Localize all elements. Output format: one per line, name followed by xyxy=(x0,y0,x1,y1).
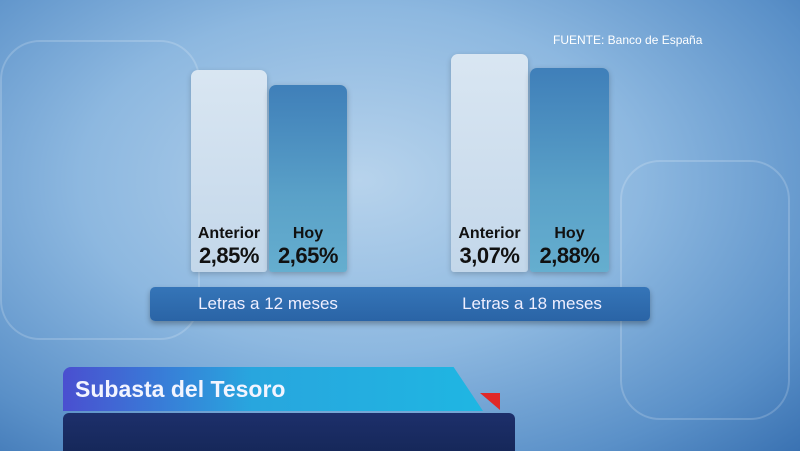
category-bar: Letras a 12 meses Letras a 18 meses xyxy=(150,287,650,321)
red-accent-mark xyxy=(480,393,500,410)
series-label: Anterior xyxy=(458,225,521,242)
category-label-12: Letras a 12 meses xyxy=(198,294,338,313)
series-label: Hoy xyxy=(554,225,585,242)
series-label: Anterior xyxy=(197,225,261,242)
data-label: 2,65% xyxy=(278,243,338,268)
data-label: 2,88% xyxy=(539,243,600,268)
bar-anterior-18: Anterior 3,07% xyxy=(451,53,528,272)
series-label: Hoy xyxy=(292,225,324,242)
bar-hoy-18: Hoy 2,88% xyxy=(530,68,609,272)
source-label: FUENTE: Banco de España xyxy=(553,33,703,47)
data-label: 2,85% xyxy=(199,243,259,268)
ticker-title: Subasta del Tesoro xyxy=(75,376,286,402)
category-label-18: Letras a 18 meses xyxy=(462,294,602,313)
ticker-banner xyxy=(63,367,483,411)
bar-anterior-12: Anterior 2,85% xyxy=(191,70,267,272)
data-label: 3,07% xyxy=(459,243,520,268)
bar-hoy-12: Hoy 2,65% xyxy=(269,85,347,272)
lower-third-panel xyxy=(63,413,515,451)
